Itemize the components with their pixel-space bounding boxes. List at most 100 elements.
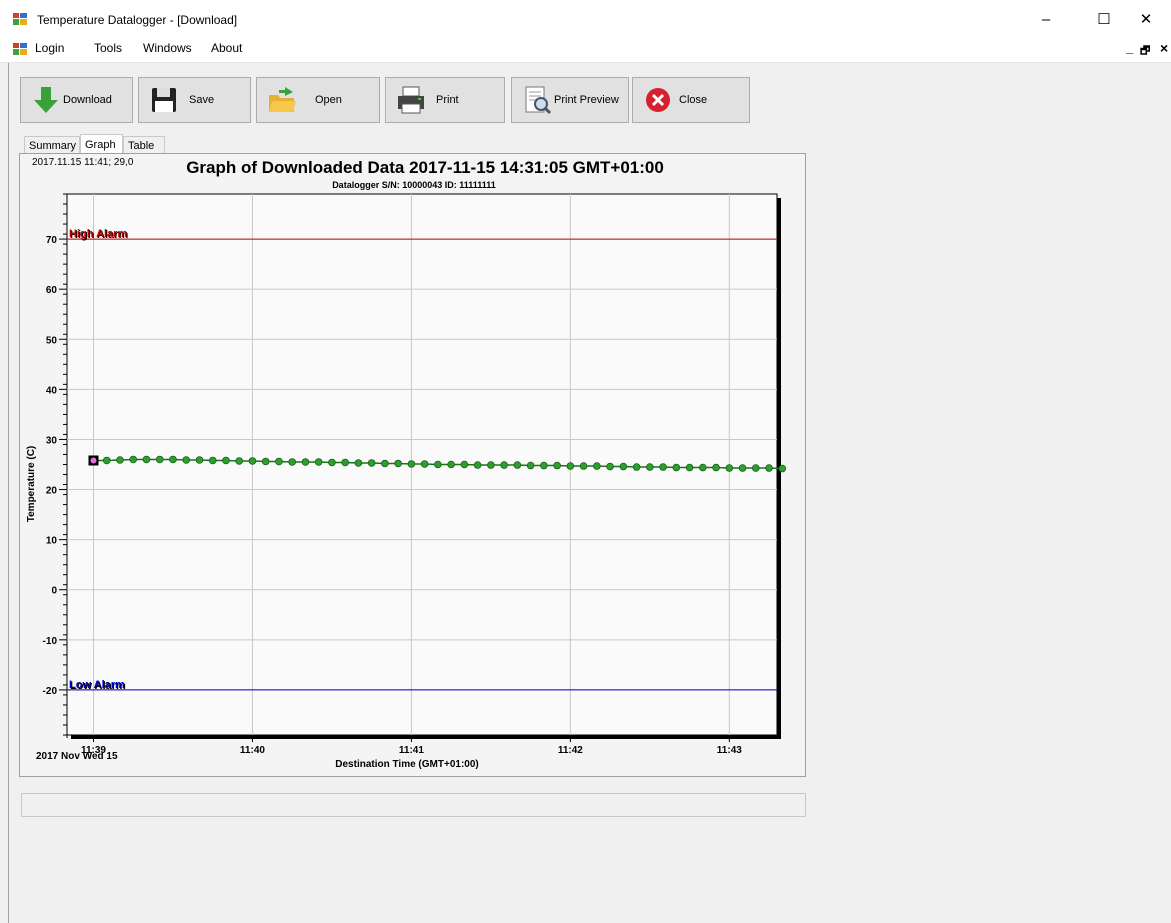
close-button[interactable]: Close bbox=[632, 77, 750, 123]
y-tick-label: 70 bbox=[46, 235, 58, 246]
temperature-chart[interactable]: 2017.11.15 11:41; 29,0 Graph of Download… bbox=[20, 154, 805, 776]
floppy-disk-icon bbox=[152, 88, 176, 112]
data-point bbox=[566, 462, 575, 470]
title-bar: Temperature Datalogger - [Download] – ☐ … bbox=[0, 5, 1171, 34]
data-point bbox=[765, 464, 773, 472]
data-point bbox=[394, 459, 402, 468]
print-preview-button[interactable]: Print Preview bbox=[511, 77, 629, 123]
threshold-label-shadow: High Alarm bbox=[70, 229, 128, 241]
tab-table[interactable]: Table bbox=[123, 136, 165, 154]
data-point bbox=[195, 456, 204, 464]
y-tick-labels: -20 -10 0 10 20 30 40 50 60 70 bbox=[43, 235, 58, 697]
print-preview-icon bbox=[525, 86, 552, 115]
tab-graph[interactable]: Graph bbox=[80, 134, 123, 154]
data-point bbox=[208, 456, 217, 465]
data-point bbox=[116, 456, 124, 464]
open-label: Open bbox=[315, 94, 342, 106]
data-point bbox=[738, 464, 747, 472]
data-point bbox=[619, 462, 628, 471]
data-point bbox=[752, 464, 760, 472]
data-point bbox=[460, 460, 469, 469]
data-point bbox=[341, 458, 349, 467]
y-axis-label: Temperature (C) bbox=[26, 446, 37, 523]
data-point bbox=[261, 457, 270, 466]
data-point bbox=[129, 455, 138, 464]
cursor-readout: 2017.11.15 11:41; 29,0 bbox=[32, 157, 134, 168]
x-tick-label: 11:43 bbox=[717, 745, 742, 756]
save-button[interactable]: Save bbox=[138, 77, 251, 123]
menu-bar: Login Tools Windows About _ 🗗 × bbox=[0, 34, 1171, 63]
data-point bbox=[155, 455, 164, 464]
data-point bbox=[420, 460, 429, 468]
save-label: Save bbox=[189, 94, 215, 106]
download-button[interactable]: Download bbox=[20, 77, 133, 123]
print-preview-label: Print Preview bbox=[554, 94, 619, 106]
threshold-label: High Alarm bbox=[69, 228, 127, 240]
close-label: Close bbox=[679, 94, 708, 106]
data-point bbox=[102, 456, 111, 465]
data-point bbox=[169, 455, 177, 464]
menu-login[interactable]: Login bbox=[35, 41, 65, 55]
print-button[interactable]: Print bbox=[385, 77, 505, 123]
mdi-child-icon bbox=[13, 43, 27, 55]
maximize-button[interactable]: ☐ bbox=[1097, 11, 1111, 28]
x-axis-label: Destination Time (GMT+01:00) bbox=[335, 759, 478, 770]
data-point bbox=[540, 461, 548, 470]
data-point bbox=[646, 463, 654, 471]
menu-about[interactable]: About bbox=[211, 41, 243, 55]
data-point bbox=[699, 463, 707, 472]
status-bar bbox=[21, 793, 806, 817]
close-circle-icon bbox=[646, 88, 670, 112]
y-tick-label: -10 bbox=[43, 636, 58, 647]
mdi-restore-button[interactable]: 🗗 bbox=[1140, 45, 1151, 57]
data-point bbox=[487, 461, 495, 469]
data-point bbox=[685, 463, 694, 472]
print-label: Print bbox=[436, 94, 459, 106]
data-point bbox=[182, 456, 191, 464]
download-label: Download bbox=[63, 94, 112, 106]
data-point bbox=[632, 463, 641, 471]
menu-tools[interactable]: Tools bbox=[94, 41, 123, 55]
open-folder-icon bbox=[269, 87, 296, 112]
data-point bbox=[328, 458, 336, 467]
data-point bbox=[288, 458, 296, 466]
app-icon bbox=[13, 13, 27, 25]
x-tick-label: 11:41 bbox=[399, 745, 424, 756]
y-tick-label: 10 bbox=[46, 536, 58, 547]
threshold-label: Low Alarm bbox=[69, 679, 125, 691]
series-temperature bbox=[88, 455, 787, 473]
y-tick-label: -20 bbox=[43, 686, 58, 697]
x-tick-label: 11:40 bbox=[240, 745, 265, 756]
chart-title: Graph of Downloaded Data 2017-11-15 14:3… bbox=[186, 158, 664, 177]
data-point bbox=[235, 457, 244, 465]
open-button[interactable]: Open bbox=[256, 77, 380, 123]
data-point bbox=[672, 463, 681, 472]
data-point bbox=[725, 464, 734, 472]
data-point bbox=[381, 459, 389, 468]
y-tick-label: 30 bbox=[46, 435, 58, 446]
tab-summary[interactable]: Summary bbox=[24, 136, 80, 154]
minimize-button[interactable]: – bbox=[1041, 11, 1051, 28]
x-tick-labels: 11:39 11:40 11:41 11:42 11:43 bbox=[81, 745, 742, 756]
close-window-button[interactable]: ✕ bbox=[1139, 11, 1153, 28]
data-point bbox=[314, 458, 323, 466]
data-point bbox=[712, 463, 720, 472]
menu-windows[interactable]: Windows bbox=[143, 41, 192, 55]
data-point bbox=[593, 462, 601, 470]
data-point bbox=[354, 459, 363, 467]
data-point bbox=[407, 460, 416, 468]
data-point bbox=[222, 456, 230, 465]
minor-ticks bbox=[59, 193, 757, 742]
x-tick-label: 11:39 bbox=[81, 745, 106, 756]
y-tick-label: 0 bbox=[51, 586, 57, 597]
y-tick-label: 50 bbox=[46, 335, 58, 346]
data-point bbox=[367, 459, 376, 467]
data-point bbox=[553, 461, 561, 470]
data-point bbox=[301, 458, 310, 466]
mdi-close-button[interactable]: × bbox=[1160, 40, 1169, 56]
data-point bbox=[434, 460, 442, 469]
serial-line: Datalogger S/N: 10000043 ID: 11111111 bbox=[332, 180, 496, 190]
data-point bbox=[500, 461, 508, 469]
mdi-minimize-button[interactable]: _ bbox=[1126, 40, 1134, 55]
